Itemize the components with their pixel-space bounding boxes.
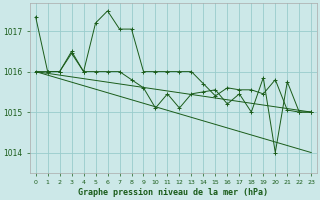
X-axis label: Graphe pression niveau de la mer (hPa): Graphe pression niveau de la mer (hPa)	[78, 188, 268, 197]
